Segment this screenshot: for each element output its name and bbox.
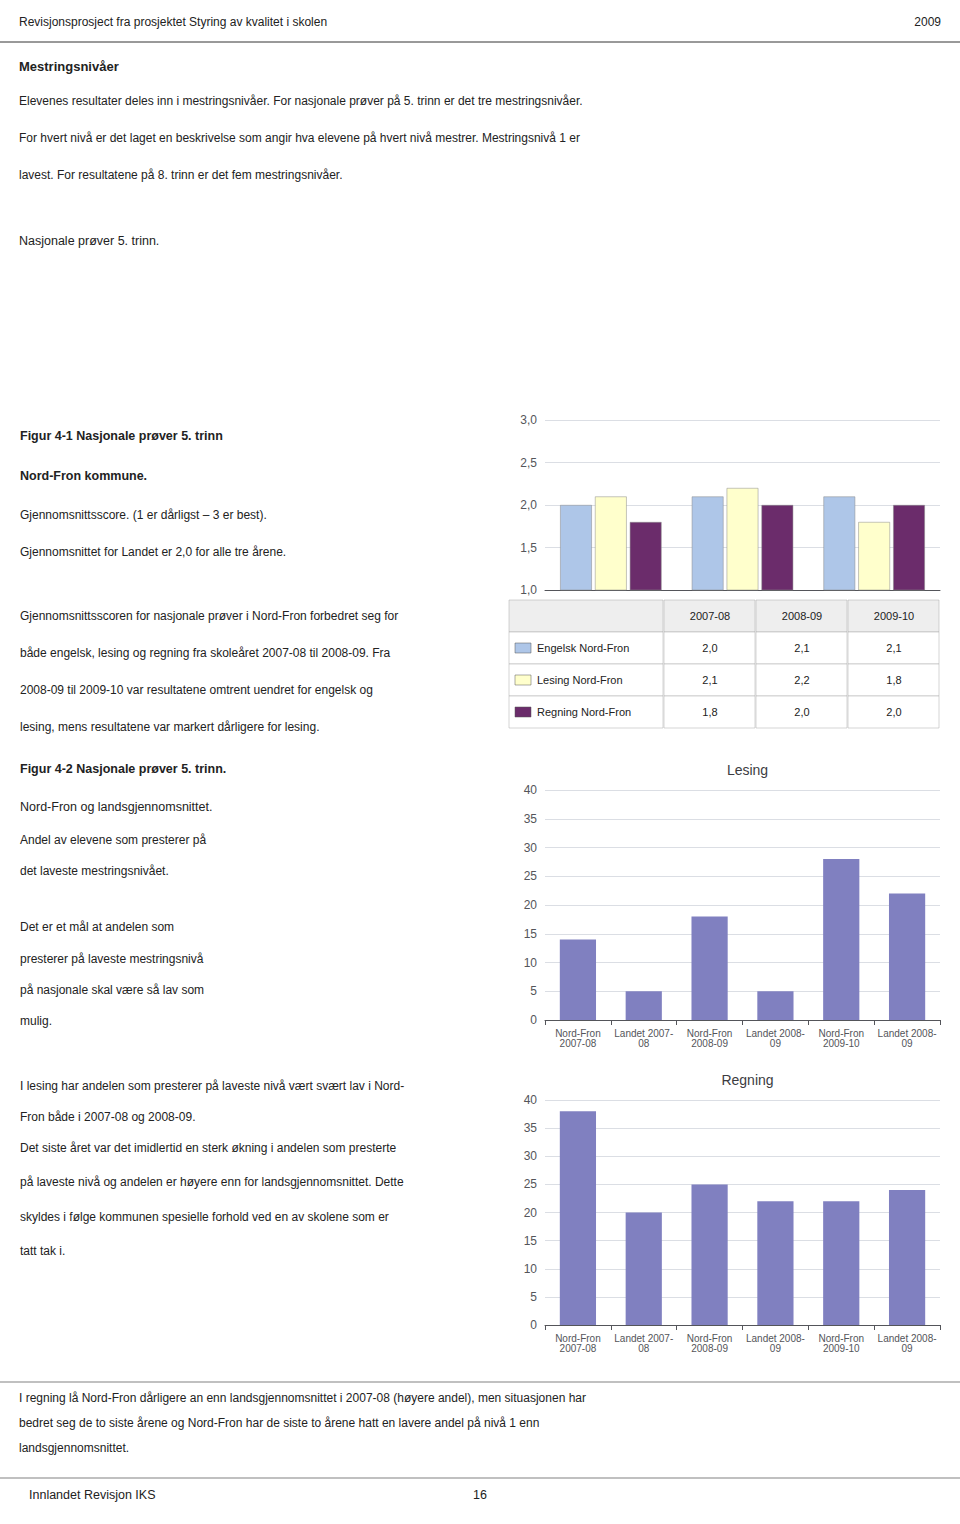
- svg-text:09: 09: [902, 1343, 914, 1354]
- svg-text:Nord-Fron: Nord-Fron: [555, 1332, 601, 1344]
- svg-text:2008-09: 2008-09: [782, 610, 822, 622]
- svg-text:1,8: 1,8: [702, 706, 717, 718]
- svg-text:10: 10: [524, 1262, 538, 1276]
- svg-text:5: 5: [530, 1290, 537, 1304]
- svg-text:Mestringsnivåer: Mestringsnivåer: [19, 59, 119, 74]
- svg-text:Nord-Fron: Nord-Fron: [818, 1332, 864, 1344]
- svg-text:lavest. For resultatene på 8.: lavest. For resultatene på 8. trinn er d…: [19, 168, 342, 182]
- svg-text:I lesing har andelen som prest: I lesing har andelen som presterer på la…: [20, 1079, 404, 1093]
- svg-text:Landet 2007-: Landet 2007-: [614, 1027, 674, 1039]
- svg-text:Nord-Fron: Nord-Fron: [818, 1027, 864, 1039]
- svg-text:Nord-Fron: Nord-Fron: [686, 1332, 733, 1344]
- svg-text:15: 15: [524, 927, 538, 941]
- svg-text:Gjennomsnittsscore. (1 er dårl: Gjennomsnittsscore. (1 er dårligst – 3 e…: [20, 508, 267, 522]
- svg-text:Det siste året var det imidler: Det siste året var det imidlertid en ste…: [20, 1141, 396, 1155]
- svg-text:Regning Nord-Fron: Regning Nord-Fron: [537, 706, 631, 718]
- svg-text:Nord-Fron: Nord-Fron: [555, 1027, 601, 1039]
- svg-text:Landet 2008-: Landet 2008-: [877, 1332, 937, 1344]
- svg-text:2,0: 2,0: [886, 706, 901, 718]
- svg-text:2009-10: 2009-10: [823, 1343, 860, 1354]
- svg-text:Engelsk Nord-Fron: Engelsk Nord-Fron: [537, 642, 629, 654]
- svg-text:35: 35: [524, 812, 538, 826]
- svg-text:Lesing: Lesing: [727, 762, 768, 778]
- svg-text:mulig.: mulig.: [20, 1014, 52, 1028]
- svg-text:40: 40: [524, 783, 538, 797]
- svg-text:2008-09: 2008-09: [691, 1038, 728, 1049]
- svg-text:2007-08: 2007-08: [560, 1038, 597, 1049]
- svg-text:For hvert nivå er det laget en: For hvert nivå er det laget en beskrivel…: [19, 131, 580, 145]
- svg-text:Andel av elevene som presterer: Andel av elevene som presterer på: [20, 833, 206, 847]
- svg-text:Landet 2008-: Landet 2008-: [745, 1332, 805, 1344]
- svg-text:2008-09 til 2009-10 var result: 2008-09 til 2009-10 var resultatene omtr…: [20, 683, 373, 697]
- svg-text:2,0: 2,0: [520, 498, 537, 512]
- svg-text:Fron både i 2007-08 og 2008-09: Fron både i 2007-08 og 2008-09.: [20, 1110, 195, 1124]
- svg-text:Figur 4-1 Nasjonale prøver 5.: Figur 4-1 Nasjonale prøver 5. trinn: [20, 429, 223, 443]
- svg-text:Innlandet Revisjon IKS: Innlandet Revisjon IKS: [29, 1488, 155, 1502]
- svg-text:2009-10: 2009-10: [874, 610, 914, 622]
- svg-text:landsgjennomsnittet.: landsgjennomsnittet.: [19, 1441, 129, 1455]
- svg-text:Elevenes resultater deles inn: Elevenes resultater deles inn i mestring…: [19, 94, 583, 108]
- svg-text:presterer på laveste mestrings: presterer på laveste mestringsnivå: [20, 952, 204, 966]
- svg-text:30: 30: [524, 841, 538, 855]
- svg-text:2,0: 2,0: [794, 706, 809, 718]
- svg-text:09: 09: [770, 1343, 782, 1354]
- svg-text:25: 25: [524, 1177, 538, 1191]
- svg-text:skyldes i følge kommunen spesi: skyldes i følge kommunen spesielle forho…: [20, 1210, 389, 1224]
- svg-text:15: 15: [524, 1234, 538, 1248]
- svg-text:08: 08: [638, 1343, 650, 1354]
- svg-text:Nord-Fron: Nord-Fron: [686, 1027, 733, 1039]
- svg-text:08: 08: [638, 1038, 650, 1049]
- svg-text:5: 5: [530, 984, 537, 998]
- svg-text:2008-09: 2008-09: [691, 1343, 728, 1354]
- svg-text:lesing, mens resultatene var m: lesing, mens resultatene var markert dår…: [20, 720, 319, 734]
- svg-text:bedret seg de to siste årene o: bedret seg de to siste årene og Nord-Fro…: [19, 1416, 539, 1430]
- svg-text:Gjennomsnittet for Landet er 2: Gjennomsnittet for Landet er 2,0 for all…: [20, 545, 286, 559]
- svg-text:Regning: Regning: [721, 1072, 773, 1088]
- svg-text:på laveste nivå og andelen er: på laveste nivå og andelen er høyere enn…: [20, 1175, 404, 1189]
- svg-text:16: 16: [473, 1488, 487, 1502]
- svg-text:Gjennomsnittsscoren for nasjon: Gjennomsnittsscoren for nasjonale prøver…: [20, 609, 398, 623]
- svg-text:0: 0: [530, 1013, 537, 1027]
- svg-text:Det er et mål at andelen som: Det er et mål at andelen som: [20, 920, 174, 934]
- svg-text:tatt tak i.: tatt tak i.: [20, 1244, 65, 1258]
- svg-text:1,5: 1,5: [520, 541, 537, 555]
- svg-text:på nasjonale skal være så lav: på nasjonale skal være så lav som: [20, 983, 204, 997]
- svg-text:Revisjonsprosject fra prosjekt: Revisjonsprosject fra prosjektet Styring…: [19, 15, 327, 29]
- svg-text:Nord-Fron kommune.: Nord-Fron kommune.: [20, 469, 147, 483]
- svg-text:2,5: 2,5: [520, 456, 537, 470]
- svg-text:1,8: 1,8: [886, 674, 901, 686]
- svg-text:25: 25: [524, 869, 538, 883]
- svg-text:20: 20: [524, 898, 538, 912]
- svg-text:09: 09: [902, 1038, 914, 1049]
- svg-text:2,2: 2,2: [794, 674, 809, 686]
- svg-text:2007-08: 2007-08: [560, 1343, 597, 1354]
- svg-text:Figur 4-2 Nasjonale prøver 5.: Figur 4-2 Nasjonale prøver 5. trinn.: [20, 762, 226, 776]
- svg-text:10: 10: [524, 956, 538, 970]
- svg-text:2009-10: 2009-10: [823, 1038, 860, 1049]
- svg-text:3,0: 3,0: [520, 413, 537, 427]
- svg-text:2,0: 2,0: [702, 642, 717, 654]
- svg-text:2,1: 2,1: [886, 642, 901, 654]
- svg-text:0: 0: [530, 1318, 537, 1332]
- svg-text:30: 30: [524, 1149, 538, 1163]
- svg-text:20: 20: [524, 1206, 538, 1220]
- svg-text:Landet 2008-: Landet 2008-: [745, 1027, 805, 1039]
- svg-text:2,1: 2,1: [794, 642, 809, 654]
- svg-text:2007-08: 2007-08: [690, 610, 730, 622]
- svg-text:Nord-Fron og landsgjennomsnitt: Nord-Fron og landsgjennomsnittet.: [20, 800, 212, 814]
- svg-text:Lesing Nord-Fron: Lesing Nord-Fron: [537, 674, 623, 686]
- svg-text:Landet 2008-: Landet 2008-: [877, 1027, 937, 1039]
- svg-text:09: 09: [770, 1038, 782, 1049]
- svg-text:2,1: 2,1: [702, 674, 717, 686]
- svg-text:1,0: 1,0: [520, 583, 537, 597]
- svg-text:Nasjonale prøver 5. trinn.: Nasjonale prøver 5. trinn.: [19, 234, 159, 248]
- svg-text:I regning lå Nord-Fron dårlige: I regning lå Nord-Fron dårligere an enn …: [19, 1391, 586, 1405]
- svg-text:40: 40: [524, 1093, 538, 1107]
- svg-text:2009: 2009: [914, 15, 941, 29]
- svg-text:både engelsk, lesing og regnin: både engelsk, lesing og regning fra skol…: [20, 646, 391, 660]
- svg-text:35: 35: [524, 1121, 538, 1135]
- svg-text:Landet 2007-: Landet 2007-: [614, 1332, 674, 1344]
- svg-text:det laveste mestringsnivået.: det laveste mestringsnivået.: [20, 864, 169, 878]
